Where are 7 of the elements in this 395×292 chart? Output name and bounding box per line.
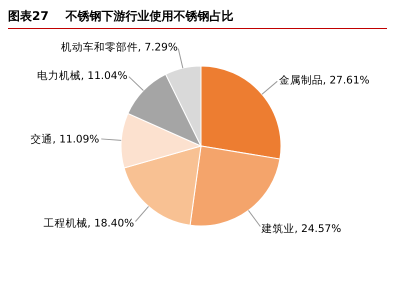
slice-label: 机动车和零部件, 7.29% (60, 40, 178, 54)
chart-title: 图表27 不锈钢下游行业使用不锈钢占比 (8, 8, 387, 29)
slice-label: 建筑业, 24.57% (260, 222, 342, 235)
slice-label: 金属制品, 27.61% (278, 74, 370, 87)
slice-label: 交通, 11.09% (30, 132, 100, 146)
slice-label: 电力机械, 11.04% (36, 68, 128, 82)
slice-label: 工程机械, 18.40% (43, 216, 134, 230)
